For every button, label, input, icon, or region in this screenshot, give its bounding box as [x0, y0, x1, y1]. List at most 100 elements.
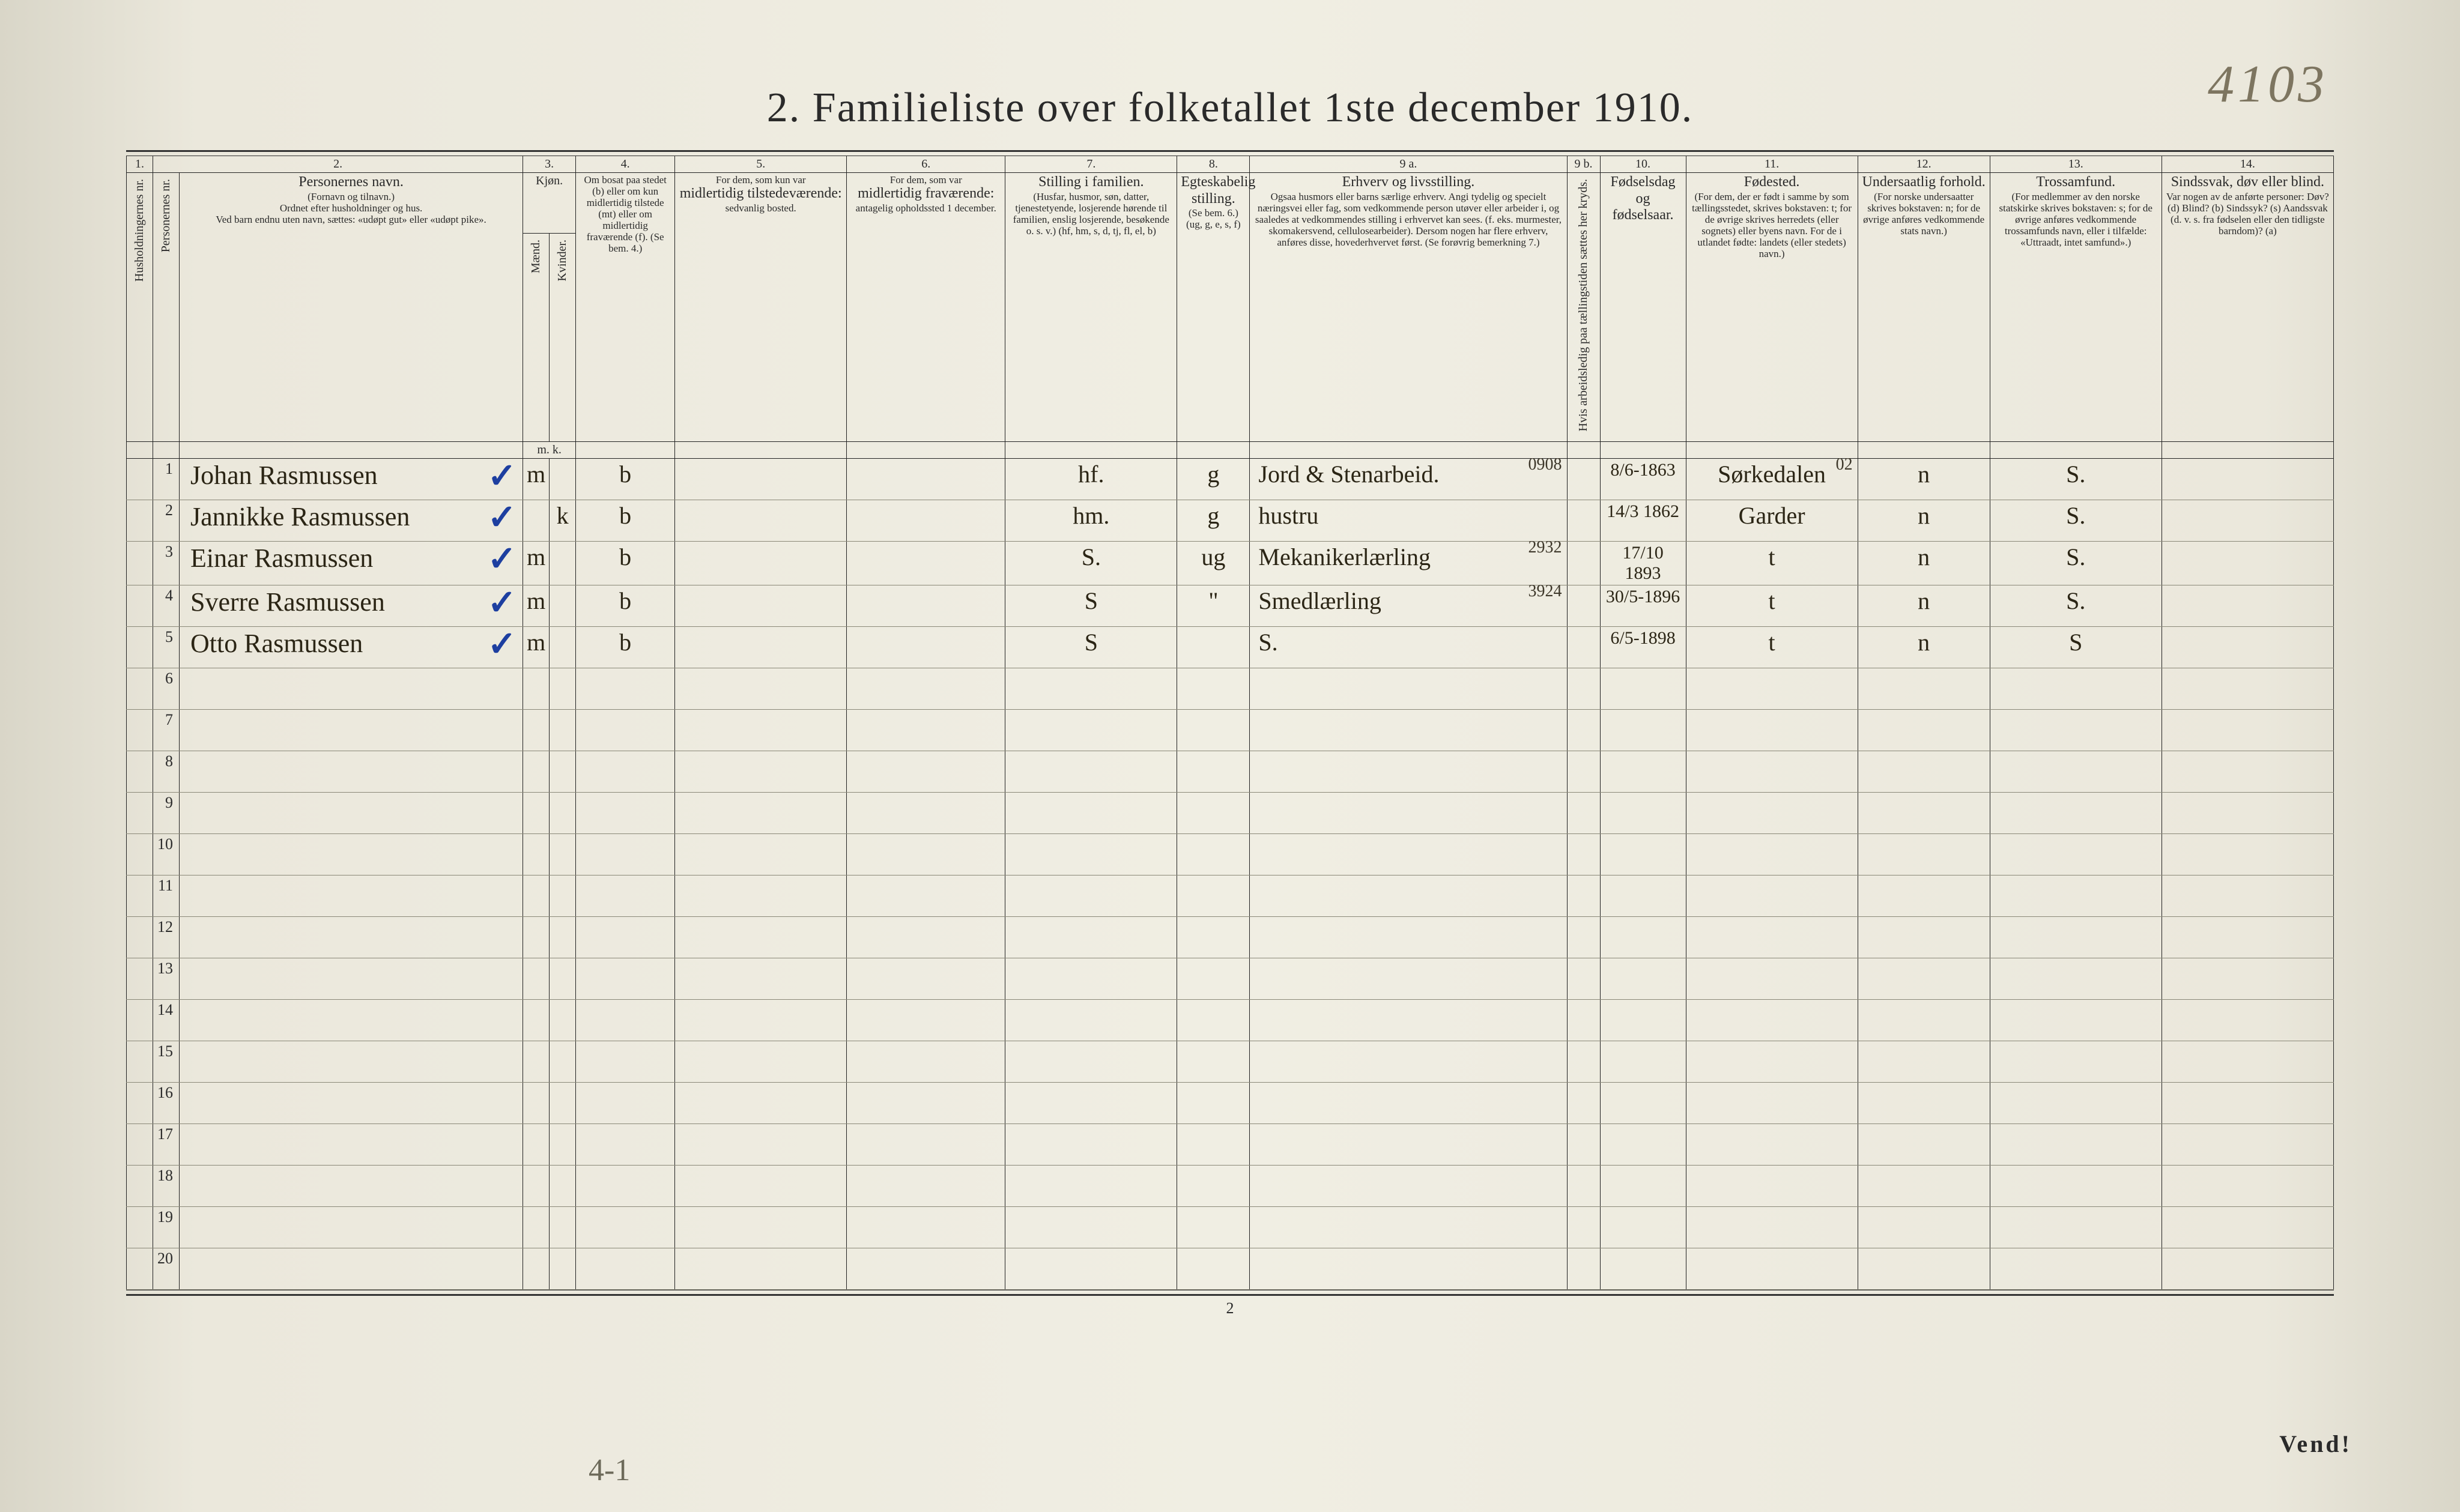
bottom-rule	[126, 1290, 2334, 1296]
table-row: 7	[127, 709, 2334, 751]
empty-cell	[1005, 999, 1177, 1041]
nationality: n	[1858, 541, 1990, 585]
religion: S	[1990, 626, 2162, 668]
colnum-3: 3.	[523, 156, 576, 173]
person-nr: 1	[153, 458, 180, 500]
empty-cell	[675, 1123, 847, 1165]
residence: b	[576, 458, 675, 500]
empty-cell	[550, 792, 576, 833]
colnum-9b: 9 b.	[1567, 156, 1600, 173]
table-row: 13	[127, 958, 2334, 999]
table-row: 19	[127, 1206, 2334, 1248]
empty-cell	[1567, 999, 1600, 1041]
head-mk: m. k.	[523, 441, 576, 458]
header-row: Husholdningernes nr. Personernes nr. Per…	[127, 173, 2334, 234]
empty-cell	[180, 1165, 523, 1206]
empty-cell	[1567, 1248, 1600, 1289]
head-3m: Mænd.	[523, 233, 550, 441]
person-nr: 6	[153, 668, 180, 709]
empty-cell	[1686, 1248, 1858, 1289]
colnum-2: 2.	[153, 156, 523, 173]
birthplace: t	[1686, 541, 1858, 585]
sex-m: m	[523, 541, 550, 585]
empty-cell	[1250, 833, 1567, 875]
empty-cell	[1250, 916, 1567, 958]
empty-cell	[523, 958, 550, 999]
empty-cell	[576, 1041, 675, 1082]
head-3k: Kvinder.	[550, 233, 576, 441]
head-12: Undersaatlig forhold. (For norske unders…	[1858, 173, 1990, 442]
empty-cell	[1005, 875, 1177, 916]
empty-cell	[1567, 1206, 1600, 1248]
blank	[1567, 441, 1600, 458]
birthplace: Sørkedalen02	[1686, 458, 1858, 500]
family-position: S	[1005, 585, 1177, 626]
empty-cell	[1990, 751, 2162, 792]
empty-cell	[1686, 1165, 1858, 1206]
empty-cell	[1250, 751, 1567, 792]
check-icon: ✓	[488, 623, 517, 664]
pencil-annotation-bottom: 4-1	[589, 1453, 630, 1488]
sex-k: k	[550, 500, 576, 541]
empty-cell	[523, 1082, 550, 1123]
empty-cell	[1858, 1082, 1990, 1123]
empty-cell	[1990, 958, 2162, 999]
empty-cell	[1177, 1165, 1250, 1206]
person-name: Johan Rasmussen✓	[180, 458, 523, 500]
blank	[1858, 441, 1990, 458]
table-row: 5Otto Rasmussen✓mbSS.6/5-1898tnS	[127, 626, 2334, 668]
sex-m	[523, 500, 550, 541]
empty-cell	[180, 875, 523, 916]
table-row: 15	[127, 1041, 2334, 1082]
empty-cell	[847, 1082, 1005, 1123]
empty-cell	[847, 1041, 1005, 1082]
person-nr: 16	[153, 1082, 180, 1123]
page-number: 2	[54, 1299, 2406, 1317]
empty-cell	[576, 958, 675, 999]
empty-cell	[1250, 709, 1567, 751]
census-table: 1. 2. 3. 4. 5. 6. 7. 8. 9 a. 9 b. 10. 11…	[126, 156, 2334, 1290]
blank	[847, 441, 1005, 458]
empty-cell	[1250, 958, 1567, 999]
empty-cell	[1250, 668, 1567, 709]
birth-date: 6/5-1898	[1600, 626, 1686, 668]
empty-cell	[1567, 1082, 1600, 1123]
hush-nr	[127, 585, 153, 626]
blank	[1990, 441, 2162, 458]
empty-cell	[2162, 1082, 2333, 1123]
empty-cell	[576, 751, 675, 792]
empty-cell	[523, 833, 550, 875]
midl-tilstede	[675, 585, 847, 626]
religion: S.	[1990, 500, 2162, 541]
family-position: hf.	[1005, 458, 1177, 500]
empty-cell	[1567, 916, 1600, 958]
table-row: 6	[127, 668, 2334, 709]
empty-cell	[847, 668, 1005, 709]
person-nr: 14	[153, 999, 180, 1041]
colnum-13: 13.	[1990, 156, 2162, 173]
disability	[2162, 458, 2333, 500]
unemployed	[1567, 585, 1600, 626]
person-nr: 8	[153, 751, 180, 792]
empty-cell	[550, 1248, 576, 1289]
empty-cell	[1600, 792, 1686, 833]
empty-cell	[1858, 916, 1990, 958]
hush-nr	[127, 458, 153, 500]
empty-cell	[1990, 1123, 2162, 1165]
blank	[1686, 441, 1858, 458]
empty-cell	[847, 709, 1005, 751]
empty-cell	[550, 1206, 576, 1248]
check-icon: ✓	[488, 582, 517, 623]
birth-date: 30/5-1896	[1600, 585, 1686, 626]
empty-cell	[523, 792, 550, 833]
empty-cell	[675, 875, 847, 916]
empty-cell	[180, 1206, 523, 1248]
empty-cell	[1686, 875, 1858, 916]
empty-cell	[675, 668, 847, 709]
empty-cell	[675, 999, 847, 1041]
blank	[1600, 441, 1686, 458]
unemployed	[1567, 500, 1600, 541]
head-6: For dem, som var midlertidig fraværende:…	[847, 173, 1005, 442]
empty-cell	[1686, 709, 1858, 751]
empty-cell	[847, 958, 1005, 999]
